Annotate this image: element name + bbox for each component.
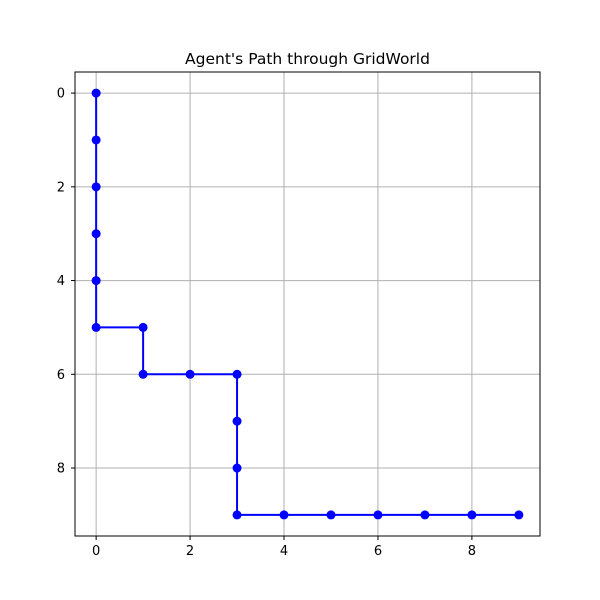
path-point xyxy=(326,510,336,520)
path-point xyxy=(185,369,195,379)
path-point xyxy=(91,276,101,286)
path-point xyxy=(91,322,101,332)
y-tick-label: 6 xyxy=(57,368,65,383)
x-tick-label: 2 xyxy=(186,544,194,559)
x-tick-label: 0 xyxy=(92,544,100,559)
path-point xyxy=(232,369,242,379)
y-tick-label: 2 xyxy=(57,180,65,195)
path-point xyxy=(138,369,148,379)
y-tick-label: 8 xyxy=(57,462,65,477)
path-point xyxy=(232,416,242,426)
path-point xyxy=(138,322,148,332)
path-point xyxy=(91,135,101,145)
x-tick-label: 6 xyxy=(374,544,382,559)
axes-frame xyxy=(74,71,541,537)
y-tick-label: 4 xyxy=(57,274,65,289)
path-point xyxy=(514,510,524,520)
path-point xyxy=(91,229,101,239)
y-tick-label: 0 xyxy=(57,87,65,102)
x-tick-label: 4 xyxy=(280,544,288,559)
path-point xyxy=(91,182,101,192)
path-point xyxy=(232,463,242,473)
x-tick-label: 8 xyxy=(468,544,476,559)
path-point xyxy=(420,510,430,520)
path-point xyxy=(91,88,101,98)
axis-ticks: 0 2 4 6 8 0 2 4 6 8 xyxy=(57,87,476,559)
path-point xyxy=(467,510,477,520)
grid-lines xyxy=(75,72,540,536)
path-point xyxy=(232,510,242,520)
path-point xyxy=(373,510,383,520)
chart-title: Agent's Path through GridWorld xyxy=(185,50,430,68)
series-layer xyxy=(91,88,524,520)
path-line xyxy=(95,93,519,516)
path-point xyxy=(279,510,289,520)
